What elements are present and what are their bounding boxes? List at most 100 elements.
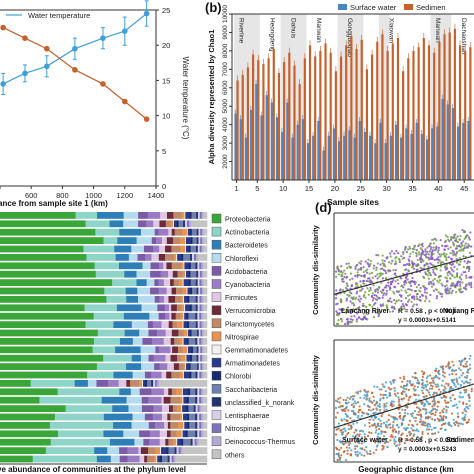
- scatter-point: [428, 411, 431, 414]
- bar-sediment: [458, 45, 462, 180]
- scatter-point: [335, 447, 339, 450]
- scatter-point: [432, 289, 435, 292]
- scatter-point: [412, 267, 416, 270]
- stacked-segment-lentisphaerae: [198, 354, 201, 362]
- scatter-point: [455, 420, 458, 423]
- bar-surface-water: [337, 141, 341, 180]
- stacked-segment-bacteroidetes: [113, 371, 133, 379]
- scatter-point: [350, 449, 353, 452]
- scatter-point: [439, 265, 443, 268]
- bar-sediment: [365, 69, 369, 180]
- scatter-point: [378, 285, 381, 289]
- stacked-segment-cyanobacteria: [158, 346, 171, 354]
- stacked-segment-chlorobi: [187, 321, 190, 328]
- stacked-segment-deinococcus-thermus: [173, 455, 176, 463]
- panel-a-x-tick-label: 800: [56, 191, 69, 200]
- panel-a-x-label: ance from sample site 1 (km): [0, 199, 108, 208]
- stacked-segment-gemmatimonadetes: [183, 262, 185, 270]
- stacked-segment-nitrospinae: [187, 220, 190, 228]
- scatter-point: [426, 250, 429, 254]
- scatter-point: [457, 415, 460, 418]
- stacked-segment-chlorobi: [189, 329, 192, 337]
- stacked-segment-firmicutes: [164, 422, 169, 429]
- stacked-segment-armatimonadetes: [187, 329, 191, 337]
- stacked-segment-acidobacteria: [141, 396, 149, 404]
- scatter-point: [352, 406, 355, 409]
- scatter-point: [337, 397, 340, 401]
- scatter-point: [388, 423, 392, 426]
- scatter-point: [419, 418, 422, 421]
- stacked-segment-verrucomicrobia: [166, 262, 172, 270]
- scatter-point: [400, 433, 403, 437]
- scatter-point: [343, 450, 346, 453]
- stacked-segment-proteobacteria: [0, 413, 56, 421]
- stacked-segment-deinococcus-thermus: [201, 354, 204, 362]
- scatter-point: [449, 246, 452, 249]
- scatter-point: [407, 248, 410, 251]
- stacked-segment-unclassified-k-norank: [167, 455, 170, 463]
- scatter-point: [383, 286, 387, 289]
- legend-label-surface-water: Surface water: [350, 3, 397, 12]
- scatter-point: [444, 268, 448, 271]
- scatter-point: [344, 412, 347, 416]
- stacked-segment-actinobacteria: [49, 422, 114, 429]
- bar-sediment: [298, 84, 301, 180]
- bar-sediment: [334, 71, 337, 180]
- scatter-point: [391, 259, 394, 262]
- stacked-segment-planctomycetes: [174, 338, 180, 345]
- stacked-segment-deinococcus-thermus: [201, 312, 204, 320]
- scatter-point: [357, 439, 360, 442]
- point-water-temperature: [22, 70, 28, 77]
- stacked-segment-proteobacteria: [0, 363, 98, 370]
- stacked-segment-chloroflexi: [130, 388, 141, 396]
- stacked-segment-planctomycetes: [165, 254, 175, 261]
- stacked-segment-chloroflexi: [123, 220, 139, 228]
- scatter-point: [433, 419, 437, 422]
- point-water-temperature: [143, 10, 150, 17]
- stacked-segment-actinobacteria: [54, 413, 105, 421]
- stacked-segment-nitrospirae: [155, 447, 161, 454]
- scatter-point: [397, 408, 400, 411]
- scatter-point: [343, 418, 346, 421]
- stacked-segment-chloroflexi: [132, 338, 143, 345]
- scatter-point: [354, 436, 357, 439]
- scatter-point: [358, 300, 361, 303]
- scatter-point: [337, 319, 340, 322]
- stacked-segment-saccharibacteria: [161, 455, 168, 463]
- panel-c-x-label: ve abundance of communities at the phylu…: [0, 465, 186, 474]
- stacked-segment-chloroflexi: [140, 346, 156, 354]
- scatter-point: [356, 263, 359, 266]
- scatter-point: [384, 423, 387, 426]
- stacked-segment-cyanobacteria: [155, 422, 165, 429]
- stacked-segment-acidobacteria: [138, 212, 149, 219]
- stacked-segment-armatimonadetes: [184, 312, 187, 320]
- stacked-segment-chloroflexi: [131, 245, 145, 253]
- stacked-segment-nitrospirae: [183, 363, 186, 370]
- stacked-segment-gemmatimonadetes: [184, 212, 186, 219]
- stacked-segment-nitrospirae: [174, 254, 177, 261]
- bar-surface-water: [410, 133, 413, 180]
- stacked-segment-proteobacteria: [0, 371, 88, 379]
- scatter-point: [451, 241, 455, 244]
- scatter-point: [373, 293, 376, 297]
- stacked-segment-lentisphaerae: [197, 338, 200, 345]
- scatter-point: [415, 252, 418, 256]
- stacked-segment-verrucomicrobia: [166, 371, 172, 379]
- scatter-point: [376, 308, 380, 311]
- scatter-point: [434, 408, 437, 411]
- stacked-segment-bacteroidetes: [109, 438, 135, 446]
- stacked-segment-proteobacteria: [0, 354, 104, 362]
- bar-surface-water: [446, 104, 449, 180]
- scatter-point: [430, 285, 434, 288]
- stacked-segment-lentisphaerae: [197, 430, 200, 438]
- scatter-point: [398, 414, 402, 418]
- point-water-temperature: [72, 45, 78, 52]
- scatter-point: [424, 295, 427, 298]
- scatter-point: [455, 274, 458, 277]
- scatter-point: [355, 320, 358, 323]
- scatter-point: [429, 272, 432, 275]
- scatter-point: [368, 452, 371, 456]
- scatter-point: [361, 304, 365, 308]
- scatter-point: [406, 300, 410, 303]
